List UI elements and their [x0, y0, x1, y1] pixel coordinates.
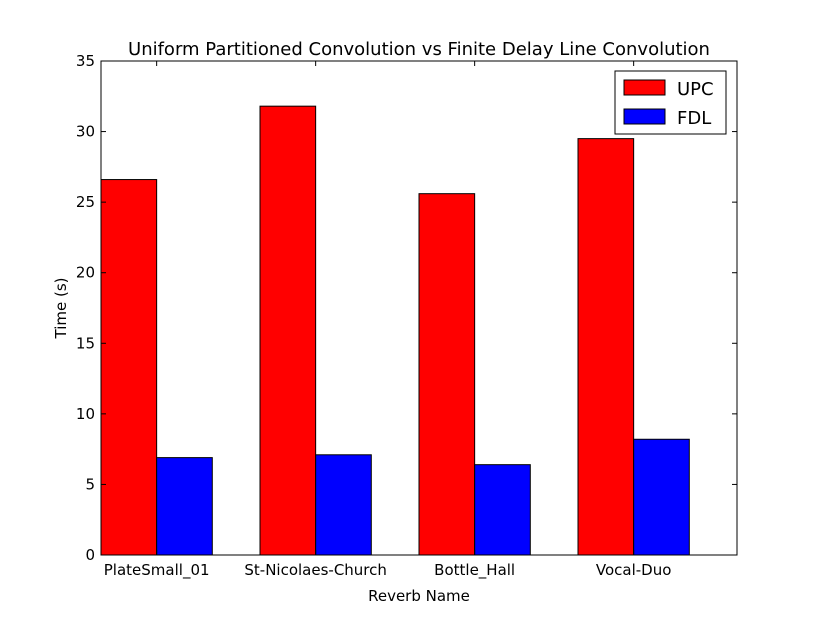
bars-group	[100, 105, 690, 556]
bar-fdl-bottle-hall	[474, 464, 531, 556]
x-tick-label: St-Nicolaes-Church	[244, 561, 387, 579]
x-tick-label: PlateSmall_01	[104, 561, 210, 580]
x-tick-label: Bottle_Hall	[434, 561, 515, 580]
bar-upc-vocal-duo	[577, 138, 635, 556]
bar-fdl-vocal-duo	[633, 438, 690, 556]
y-tick-label: 25	[76, 193, 95, 211]
plot-area-frame	[100, 60, 738, 556]
bar-upc-platesmall-01	[100, 179, 158, 556]
y-tick-label: 35	[76, 52, 95, 70]
x-tick-label: Vocal-Duo	[596, 561, 672, 579]
y-axis-ticks: 0 5 10 15 20 25 30 35	[76, 52, 737, 564]
chart-title: Uniform Partitioned Convolution vs Finit…	[128, 39, 710, 60]
y-tick-label: 0	[85, 546, 95, 564]
legend-swatch-fdl	[623, 108, 666, 125]
bar-upc-bottle-hall	[418, 193, 476, 556]
legend-label-fdl: FDL	[677, 108, 711, 129]
y-tick-label: 15	[76, 334, 95, 352]
y-tick-label: 20	[76, 264, 95, 282]
legend-swatch-upc	[623, 79, 666, 96]
x-axis-ticks: PlateSmall_01 St-Nicolaes-Church Bottle_Ha…	[104, 61, 672, 580]
y-tick-label: 30	[76, 123, 95, 141]
y-axis-label: Time (s)	[52, 278, 70, 340]
y-tick-label: 5	[85, 475, 95, 493]
bar-fdl-platesmall-01	[156, 457, 213, 556]
legend-label-upc: UPC	[677, 79, 714, 100]
x-axis-label: Reverb Name	[368, 587, 470, 605]
y-tick-label: 10	[76, 405, 95, 423]
bar-fdl-st-nicolaes-church	[315, 454, 372, 556]
legend: UPC FDL	[614, 70, 727, 135]
bar-upc-st-nicolaes-church	[259, 105, 317, 556]
